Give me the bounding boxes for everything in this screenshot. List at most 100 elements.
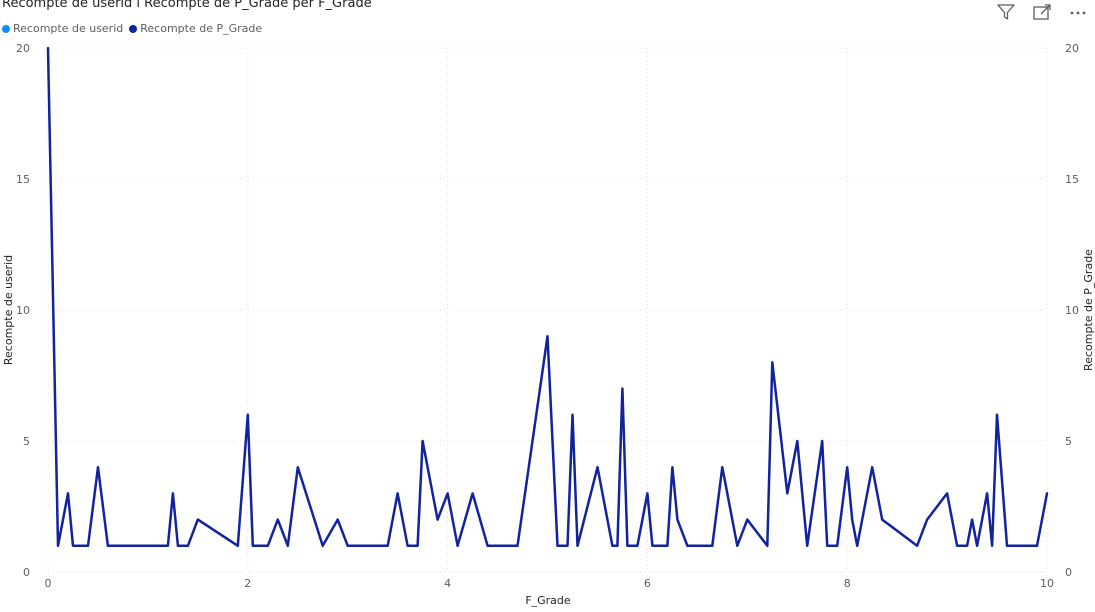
data-point[interactable]: [575, 543, 581, 549]
series-lines: [45, 45, 1050, 549]
data-point[interactable]: [684, 543, 690, 549]
data-point[interactable]: [175, 543, 181, 549]
data-point[interactable]: [804, 543, 810, 549]
data-point[interactable]: [649, 543, 655, 549]
data-point[interactable]: [669, 464, 675, 470]
data-point[interactable]: [195, 517, 201, 523]
data-point[interactable]: [734, 543, 740, 549]
legend-item-p-grade[interactable]: Recompte de P_Grade: [129, 22, 262, 35]
data-point[interactable]: [170, 490, 176, 496]
data-point[interactable]: [555, 543, 561, 549]
data-point[interactable]: [794, 438, 800, 444]
data-point[interactable]: [614, 543, 620, 549]
data-point[interactable]: [415, 543, 421, 549]
data-point[interactable]: [420, 438, 426, 444]
data-point[interactable]: [869, 464, 875, 470]
data-point[interactable]: [85, 543, 91, 549]
y-left-tick-label: 0: [23, 566, 30, 579]
data-point[interactable]: [265, 543, 271, 549]
data-point[interactable]: [470, 490, 476, 496]
data-point[interactable]: [565, 543, 571, 549]
data-point[interactable]: [435, 517, 441, 523]
data-point[interactable]: [105, 543, 111, 549]
data-point[interactable]: [644, 490, 650, 496]
data-point[interactable]: [55, 543, 61, 549]
data-point[interactable]: [819, 438, 825, 444]
data-point[interactable]: [974, 543, 980, 549]
data-point[interactable]: [250, 543, 256, 549]
data-point[interactable]: [769, 359, 775, 365]
data-point[interactable]: [570, 412, 576, 418]
data-point[interactable]: [165, 543, 171, 549]
data-point[interactable]: [854, 543, 860, 549]
y-axis-left-ticks: 0 5 10 15 20: [16, 42, 30, 579]
data-point[interactable]: [984, 490, 990, 496]
y-right-tick-label: 15: [1065, 173, 1079, 186]
data-point[interactable]: [989, 543, 995, 549]
data-point[interactable]: [445, 490, 451, 496]
y-right-tick-label: 10: [1065, 304, 1079, 317]
data-point[interactable]: [515, 543, 521, 549]
y-right-tick-label: 0: [1065, 566, 1072, 579]
data-point[interactable]: [824, 543, 830, 549]
filter-icon[interactable]: [995, 2, 1017, 22]
y-right-tick-label: 5: [1065, 435, 1072, 448]
data-point[interactable]: [485, 543, 491, 549]
data-point[interactable]: [709, 543, 715, 549]
data-point[interactable]: [595, 464, 601, 470]
data-point[interactable]: [335, 517, 341, 523]
data-point[interactable]: [674, 517, 680, 523]
data-point[interactable]: [764, 543, 770, 549]
data-point[interactable]: [45, 45, 51, 51]
data-point[interactable]: [954, 543, 960, 549]
data-point[interactable]: [969, 517, 975, 523]
data-point[interactable]: [719, 464, 725, 470]
data-point[interactable]: [95, 464, 101, 470]
data-point[interactable]: [455, 543, 461, 549]
data-point[interactable]: [964, 543, 970, 549]
data-point[interactable]: [1044, 490, 1050, 496]
data-point[interactable]: [320, 543, 326, 549]
y-left-tick-label: 10: [16, 304, 30, 317]
data-point[interactable]: [385, 543, 391, 549]
data-point[interactable]: [245, 412, 251, 418]
visual-header: [995, 2, 1089, 22]
legend-marker-userid: [2, 24, 10, 33]
data-point[interactable]: [275, 517, 281, 523]
data-point[interactable]: [634, 543, 640, 549]
data-point[interactable]: [944, 490, 950, 496]
data-point[interactable]: [619, 386, 625, 392]
data-point[interactable]: [405, 543, 411, 549]
series-line-p-grade: [46, 46, 1049, 548]
data-point[interactable]: [145, 543, 151, 549]
data-point[interactable]: [70, 543, 76, 549]
data-point[interactable]: [285, 543, 291, 549]
data-point[interactable]: [849, 517, 855, 523]
data-point[interactable]: [295, 464, 301, 470]
data-point[interactable]: [235, 543, 241, 549]
data-point[interactable]: [1004, 543, 1010, 549]
legend: Recompte de userid Recompte de P_Grade: [2, 22, 262, 35]
data-point[interactable]: [395, 490, 401, 496]
data-point[interactable]: [994, 412, 1000, 418]
legend-item-userid[interactable]: Recompte de userid: [2, 22, 123, 35]
data-point[interactable]: [844, 464, 850, 470]
data-point[interactable]: [624, 543, 630, 549]
data-point[interactable]: [914, 543, 920, 549]
data-point[interactable]: [545, 333, 551, 339]
data-point[interactable]: [1034, 543, 1040, 549]
data-point[interactable]: [879, 517, 885, 523]
y-axis-right-ticks: 0 5 10 15 20: [1065, 42, 1079, 579]
focus-mode-icon[interactable]: [1031, 2, 1053, 22]
data-point[interactable]: [784, 490, 790, 496]
data-point[interactable]: [185, 543, 191, 549]
gridlines: [47, 47, 1048, 573]
data-point[interactable]: [834, 543, 840, 549]
data-point[interactable]: [744, 517, 750, 523]
more-options-icon[interactable]: [1067, 2, 1089, 22]
data-point[interactable]: [345, 543, 351, 549]
data-point[interactable]: [664, 543, 670, 549]
data-point[interactable]: [924, 517, 930, 523]
data-point[interactable]: [65, 490, 71, 496]
